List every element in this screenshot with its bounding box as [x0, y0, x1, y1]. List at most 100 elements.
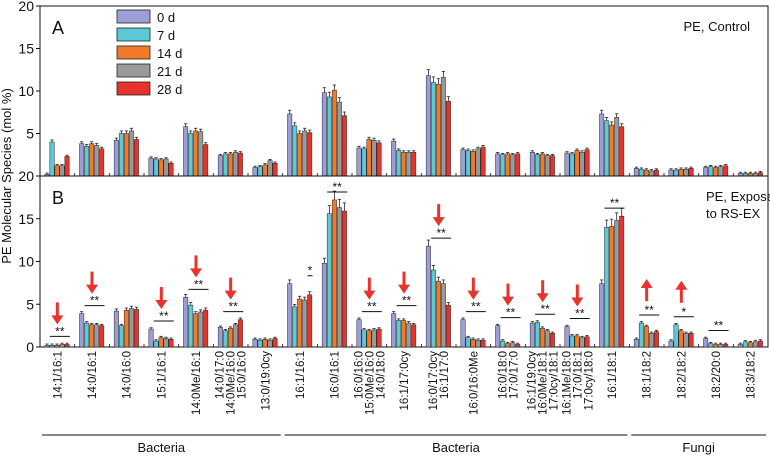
bar — [371, 140, 377, 177]
bar — [411, 324, 417, 348]
category-bars — [321, 190, 347, 348]
x-tick-label: 16:0Me/18:1 — [538, 351, 550, 415]
bar — [440, 283, 446, 348]
bar — [529, 322, 535, 348]
category-bars — [460, 317, 486, 348]
bar — [643, 169, 649, 177]
bar — [737, 344, 743, 348]
significance-label: ** — [610, 196, 620, 210]
y-tick-label: 20 — [18, 0, 34, 14]
bar — [564, 326, 570, 348]
arrow-down-icon — [224, 277, 237, 300]
bar — [148, 157, 154, 177]
bar — [331, 89, 337, 177]
category-bars — [44, 342, 70, 348]
arrow-head — [571, 297, 584, 307]
arrow-up-icon — [675, 280, 688, 303]
group-label-text: Fungi — [682, 440, 715, 455]
group-label: Fungi — [631, 434, 766, 455]
bar — [203, 144, 209, 177]
bar — [153, 340, 159, 348]
bar — [401, 151, 407, 177]
bar — [465, 150, 471, 177]
x-tick-label: 14:0/16:1 — [87, 351, 99, 399]
bar — [64, 156, 70, 177]
bar — [713, 167, 719, 177]
x-tick-label: 15:1/16:1 — [156, 351, 168, 399]
bar — [653, 169, 659, 177]
x-tick-label: 15:0/16:0 — [237, 351, 249, 399]
bar — [544, 330, 550, 348]
bar — [480, 339, 486, 348]
bar — [361, 148, 367, 177]
bar — [653, 331, 659, 348]
bar — [307, 132, 313, 177]
category-bars — [529, 150, 555, 177]
bar — [307, 294, 313, 348]
category-bars — [633, 166, 659, 177]
panel-title: to RS-EX — [706, 206, 761, 221]
bar — [614, 220, 620, 348]
bar — [193, 130, 199, 177]
significance-label: ** — [55, 324, 65, 338]
bar — [237, 319, 243, 348]
category-bars — [44, 139, 70, 177]
arrow-head — [536, 293, 549, 303]
bar — [59, 165, 65, 177]
bar — [544, 155, 550, 177]
y-axis-label: PE Molecular Species (mol %) — [0, 88, 14, 264]
bar — [703, 167, 709, 177]
bar — [708, 343, 714, 348]
bar — [396, 320, 402, 348]
bar — [366, 139, 372, 177]
bar — [118, 133, 124, 177]
bar — [619, 126, 625, 177]
bar — [718, 344, 724, 348]
arrow-down-icon — [190, 255, 202, 278]
bar — [79, 313, 85, 348]
bar — [391, 313, 397, 348]
bar — [252, 167, 258, 177]
x-tick-label: 15:0Me/16:0 — [364, 351, 376, 415]
significance-label: ** — [402, 294, 412, 308]
bar — [356, 147, 362, 177]
bar — [619, 215, 625, 348]
bar — [222, 153, 228, 177]
bar — [123, 309, 129, 348]
category-bars — [737, 339, 763, 348]
bar — [336, 101, 342, 177]
bar — [510, 342, 516, 348]
bar — [153, 158, 159, 177]
category-bars — [599, 109, 625, 177]
bar — [643, 326, 649, 348]
category-bars — [183, 123, 209, 177]
bar — [539, 327, 545, 348]
bar — [49, 345, 55, 348]
bar — [257, 339, 263, 348]
legend-label: 21 d — [157, 64, 182, 79]
legend-item: 0 d — [116, 9, 175, 25]
arrow-head — [51, 315, 64, 325]
bar — [599, 113, 605, 177]
bar — [326, 213, 332, 348]
bar — [500, 154, 506, 177]
bar — [609, 226, 615, 348]
x-tick-labels: 14:1/16:1 14:0/16:1 14:0/16:0 15:1/16:1 14:0… — [52, 351, 757, 415]
bar — [549, 333, 555, 348]
bar — [465, 337, 471, 348]
legend-swatch — [116, 63, 151, 78]
category-bars — [113, 305, 139, 348]
bar — [252, 339, 258, 348]
significance-label: ** — [540, 302, 550, 316]
legend-item: 28 d — [116, 81, 182, 97]
bar — [633, 339, 639, 348]
bar — [297, 133, 303, 177]
bar — [376, 142, 382, 177]
bar — [584, 149, 590, 177]
bar — [302, 130, 308, 177]
bar — [391, 140, 397, 177]
bar — [272, 163, 278, 177]
bar — [406, 151, 412, 177]
bar — [272, 338, 278, 348]
bar — [683, 333, 689, 348]
